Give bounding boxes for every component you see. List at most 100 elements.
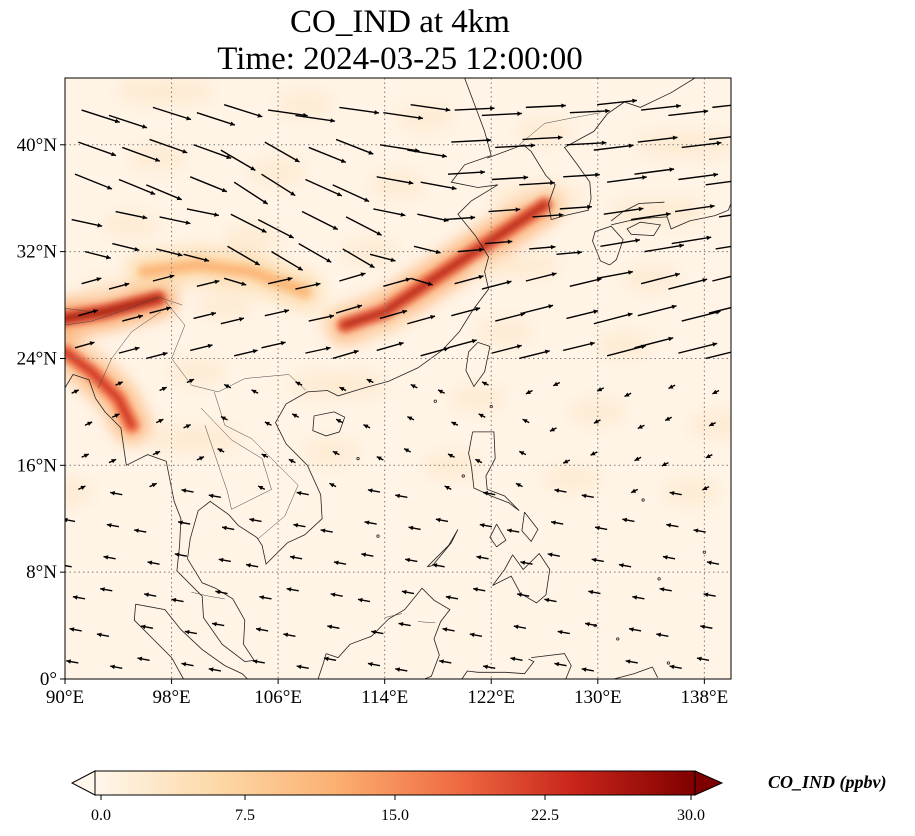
- wind-arrow: [706, 560, 720, 565]
- wind-arrow: [491, 175, 529, 181]
- wind-arrow: [591, 557, 604, 563]
- wind-arrow: [332, 184, 370, 203]
- wind-arrow: [669, 664, 682, 670]
- wind-arrow: [376, 176, 414, 185]
- wind-arrow: [403, 448, 411, 453]
- lon-tick-label: 122°E: [467, 687, 515, 708]
- concentration-patch: [476, 317, 533, 346]
- island: [376, 534, 380, 538]
- wind-arrow: [718, 214, 731, 218]
- wind-arrow: [196, 456, 205, 461]
- island: [641, 498, 645, 502]
- wind-arrow: [288, 458, 296, 464]
- concentration-patch: [503, 250, 560, 279]
- concentration-patch: [156, 78, 213, 106]
- wind-arrow: [208, 667, 221, 672]
- wind-arrow: [330, 592, 343, 598]
- wind-arrow: [451, 306, 481, 317]
- wind-arrow: [183, 253, 210, 262]
- wind-arrow: [264, 141, 300, 163]
- wind-arrow: [217, 448, 225, 453]
- wind-arrow: [454, 274, 484, 285]
- wind-arrow: [189, 176, 228, 193]
- map-subtitle-time: Time: 2024-03-25 12:00:00: [217, 41, 583, 77]
- wind-arrow: [705, 351, 731, 360]
- concentration-patch: [396, 104, 453, 133]
- myanmar-plume-core: [65, 295, 162, 322]
- lon-tick-label: 90°E: [46, 687, 84, 708]
- lat-tick-label: 0°: [40, 669, 57, 690]
- wind-arrow: [519, 349, 550, 360]
- wind-arrow: [295, 381, 303, 386]
- wind-arrow: [661, 461, 669, 467]
- wind-arrow: [329, 482, 337, 488]
- wind-arrow: [140, 624, 154, 630]
- wind-arrow: [227, 245, 260, 266]
- wind-arrow: [596, 387, 605, 392]
- concentration-patch: [609, 197, 666, 226]
- wind-arrow: [522, 418, 530, 424]
- wind-arrow: [395, 667, 408, 672]
- lat-tick-label: 40°N: [17, 135, 58, 156]
- wind-arrow: [339, 272, 366, 282]
- wind-arrow: [563, 341, 595, 352]
- concentration-patch: [76, 277, 133, 306]
- concentration-patch: [596, 331, 653, 360]
- country-border: [191, 591, 225, 600]
- wind-arrow: [483, 664, 496, 670]
- wind-arrow: [65, 564, 72, 568]
- colorbar-tick-label: 22.5: [531, 807, 559, 824]
- wind-arrow: [108, 114, 148, 129]
- colorbar-extend-min: [70, 770, 96, 796]
- wind-arrow: [628, 627, 642, 632]
- wind-arrow: [529, 244, 556, 250]
- wind-arrow: [335, 304, 363, 314]
- wind-arrow: [476, 555, 489, 560]
- wind-arrow: [516, 592, 530, 598]
- wind-arrow: [108, 282, 130, 290]
- east-china-plume-core: [341, 201, 548, 329]
- wind-arrow: [630, 212, 671, 221]
- island: [616, 637, 620, 641]
- wind-arrow: [257, 218, 294, 239]
- wind-arrow: [115, 210, 148, 220]
- coastline-segment: [461, 658, 535, 679]
- wind-arrow: [301, 210, 339, 231]
- wind-arrow: [401, 589, 415, 595]
- wind-arrow: [335, 418, 344, 424]
- wind-arrow: [525, 103, 566, 109]
- wind-arrow: [363, 423, 371, 429]
- wind-arrow: [255, 627, 269, 632]
- wind-arrow: [641, 103, 681, 111]
- wind-arrow: [407, 149, 447, 159]
- wind-arrow: [715, 245, 731, 250]
- wind-arrow: [296, 491, 309, 496]
- wind-arrow: [122, 314, 144, 322]
- wind-arrow: [335, 138, 374, 155]
- wind-arrow: [518, 450, 527, 456]
- coastline-segment: [487, 144, 556, 220]
- wind-arrow: [376, 456, 384, 461]
- wind-arrow: [78, 485, 86, 490]
- wind-arrow: [159, 386, 168, 392]
- wind-arrow: [96, 632, 110, 638]
- wind-arrow: [223, 104, 263, 118]
- wind-arrow: [295, 114, 336, 123]
- wind-arrow: [557, 629, 570, 635]
- wind-arrow: [103, 555, 116, 560]
- wind-arrow: [584, 621, 598, 627]
- wind-arrow: [249, 517, 262, 523]
- wind-arrow: [708, 136, 731, 141]
- colorbar-tick-label: 30.0: [677, 807, 705, 824]
- wind-arrow: [220, 149, 256, 171]
- wind-arrow: [444, 485, 452, 491]
- wind-arrow: [296, 664, 309, 670]
- wind-arrow: [520, 560, 533, 565]
- wind-arrow: [515, 482, 523, 488]
- wind-arrow: [712, 389, 720, 395]
- wind-arrow: [435, 517, 449, 523]
- wind-arrow: [447, 169, 486, 175]
- wind-arrow: [245, 563, 259, 568]
- wind-arrow: [308, 146, 347, 164]
- wind-arrow: [481, 111, 522, 117]
